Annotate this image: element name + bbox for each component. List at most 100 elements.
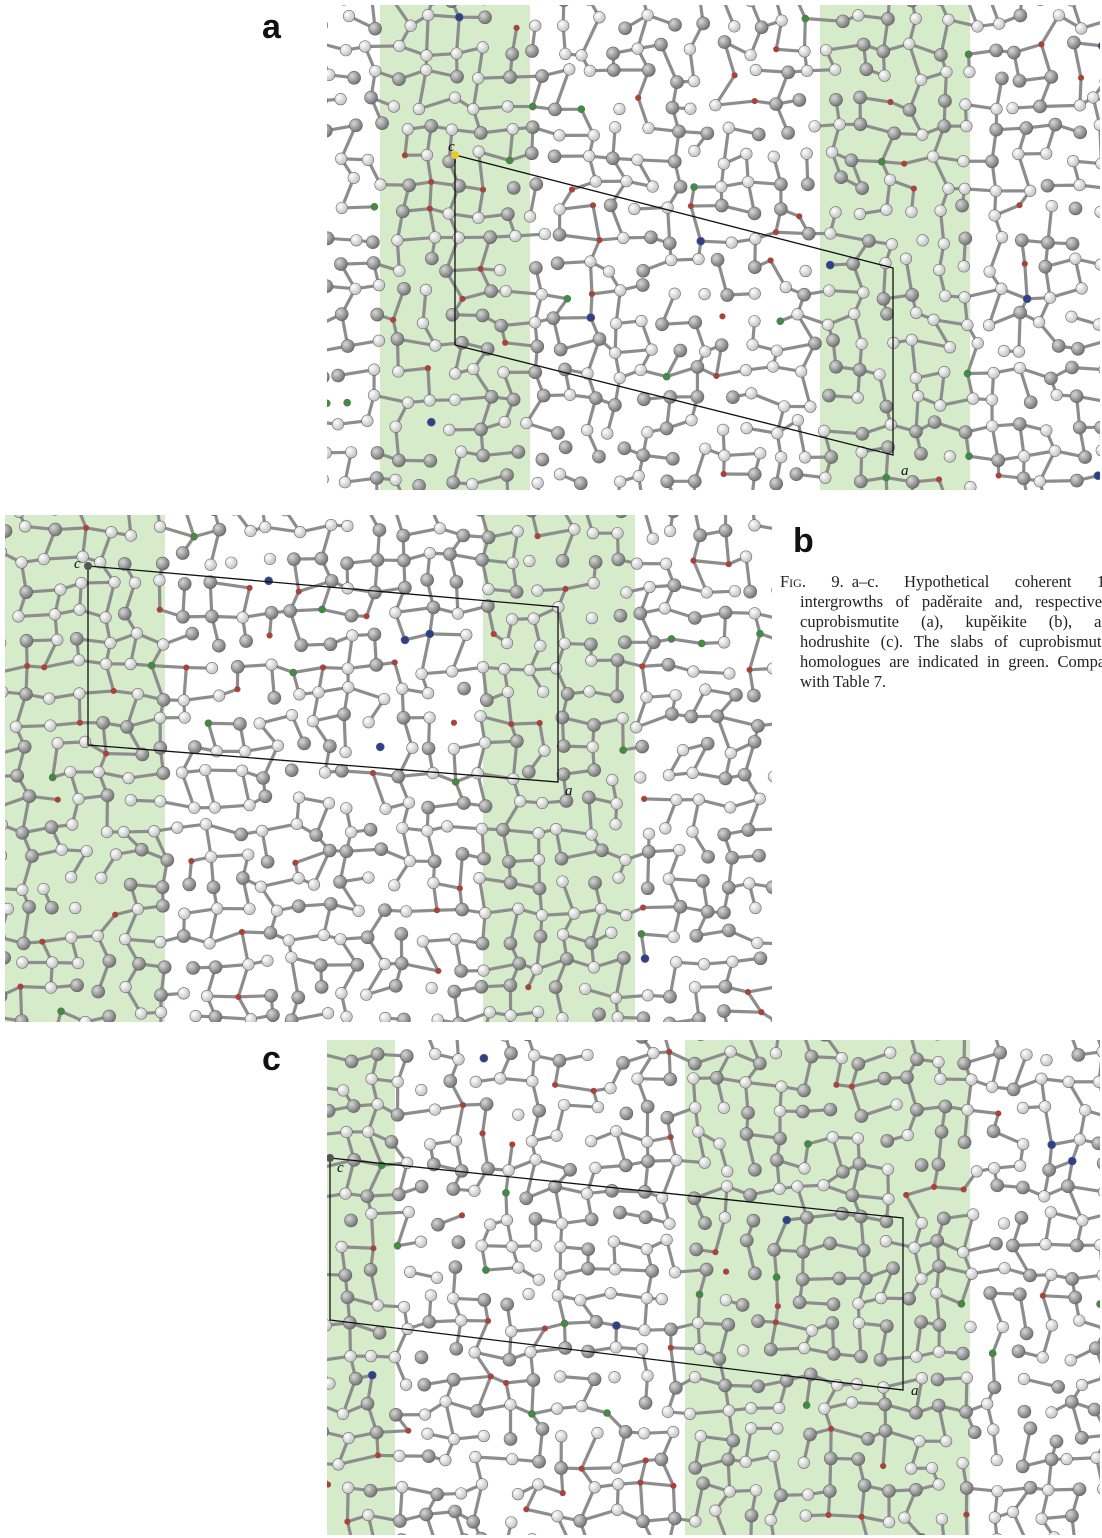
atom (1063, 1076, 1075, 1088)
atom (325, 519, 337, 531)
atom (917, 129, 929, 141)
atom (313, 686, 325, 698)
atom (1007, 1083, 1020, 1096)
atom (1015, 1211, 1028, 1224)
atom (177, 930, 190, 943)
atom (507, 181, 520, 194)
atom (553, 228, 566, 241)
atom (372, 1098, 384, 1110)
atom (901, 161, 907, 167)
atom (478, 1293, 491, 1306)
atom (557, 1012, 569, 1022)
atom (503, 1164, 515, 1176)
atom (688, 75, 700, 87)
atom (20, 586, 33, 599)
atom (638, 1427, 650, 1439)
atom (719, 450, 731, 462)
atom (536, 909, 548, 921)
atom (559, 441, 572, 454)
atom (65, 932, 77, 944)
atom (927, 151, 939, 163)
atom (748, 1267, 761, 1280)
atom (933, 264, 945, 276)
atom (693, 794, 705, 806)
atom (507, 393, 520, 406)
atom (308, 879, 320, 891)
atom (631, 558, 643, 570)
atom (376, 117, 389, 130)
atom (100, 658, 112, 670)
atom (592, 1427, 604, 1439)
atom (643, 828, 655, 840)
atom (266, 1009, 279, 1022)
atom (343, 1432, 355, 1444)
atom (655, 38, 668, 51)
atom (286, 709, 298, 721)
atom (341, 1126, 353, 1138)
atom (335, 153, 347, 165)
atom (294, 689, 306, 701)
atom (178, 695, 190, 707)
atom (664, 390, 677, 403)
atom (834, 1082, 840, 1088)
atom (910, 13, 922, 25)
atom (579, 1466, 585, 1472)
atom (451, 70, 464, 83)
atom (75, 577, 87, 589)
atom (551, 427, 564, 440)
atom (796, 214, 802, 220)
atom (698, 640, 705, 647)
atom (556, 1218, 568, 1230)
atom (397, 822, 409, 834)
atom (370, 1426, 383, 1439)
atom (501, 469, 514, 482)
atom (339, 1269, 352, 1282)
caption: Fig. 9.a–c. Hypothetical coherent 1:1 in… (780, 572, 1102, 692)
atom (551, 1403, 563, 1415)
atom (501, 208, 514, 221)
atom (715, 199, 728, 212)
atom (45, 720, 57, 732)
atom (154, 575, 166, 587)
atom (425, 252, 438, 265)
atom (431, 1272, 443, 1284)
atom (501, 1214, 513, 1226)
atom (369, 22, 382, 35)
atom (528, 1410, 535, 1417)
atom (536, 453, 549, 466)
atom (966, 453, 973, 460)
atom (512, 445, 525, 458)
atom (400, 1379, 412, 1391)
atom (443, 208, 455, 220)
atom (510, 585, 523, 598)
atom (637, 393, 650, 406)
atom (668, 155, 681, 168)
atom (957, 1457, 969, 1469)
atom (413, 103, 425, 115)
atom (499, 663, 511, 675)
atom (434, 523, 446, 535)
axis-label: c (337, 1160, 344, 1176)
atom (846, 1397, 858, 1409)
atom (368, 586, 381, 599)
atom (342, 1482, 354, 1494)
atom (551, 257, 564, 270)
atom (656, 1293, 668, 1305)
atom (674, 900, 687, 913)
atom (508, 721, 514, 727)
atom (634, 772, 646, 784)
atom (611, 690, 624, 703)
atom (593, 333, 606, 346)
bond (691, 206, 701, 241)
atom (740, 1128, 753, 1141)
atom (1066, 1272, 1079, 1285)
atom (576, 1400, 588, 1412)
atom (366, 236, 379, 249)
atom (398, 1301, 410, 1313)
atom (659, 603, 671, 615)
atom (536, 70, 549, 83)
atom (268, 691, 281, 704)
atom (619, 1425, 632, 1438)
atom (688, 1192, 701, 1205)
atom (803, 1402, 810, 1409)
